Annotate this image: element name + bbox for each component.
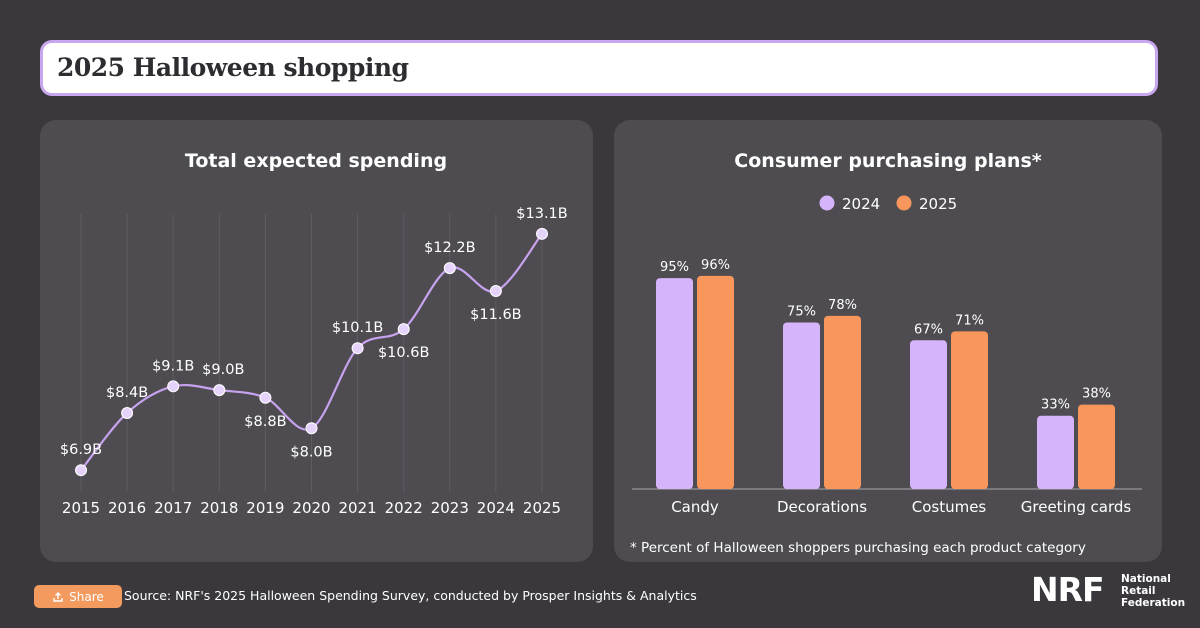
bar: [910, 340, 947, 489]
data-point: [443, 262, 456, 275]
spending-chart-panel: Total expected spending $6.9B 2015 $8.4B 201…: [40, 120, 593, 562]
share-icon: [53, 591, 63, 602]
category-label: Greeting cards: [1021, 498, 1132, 516]
bar-value-label: 33%: [1041, 398, 1070, 413]
data-point: [75, 464, 87, 477]
bar-value-label: 95%: [660, 260, 689, 275]
bar-value-label: 71%: [955, 313, 984, 328]
spending-line-chart: Total expected spending $6.9B 2015 $8.4B 201…: [60, 150, 568, 517]
logo-word: National: [1121, 573, 1171, 585]
legend-label: 2025: [919, 195, 957, 213]
data-label: $10.6B: [378, 345, 429, 361]
bar-value-label: 78%: [828, 298, 857, 313]
category-label: Candy: [671, 498, 719, 516]
data-point: [121, 407, 134, 419]
data-point: [536, 227, 548, 240]
bar-value-label: 75%: [787, 305, 816, 320]
data-point: [351, 342, 364, 355]
data-label: $11.6B: [470, 307, 521, 323]
x-tick-label: 2021: [339, 499, 377, 517]
bar-value-label: 96%: [701, 258, 730, 273]
share-label: Share: [69, 589, 104, 604]
data-label: $9.1B: [152, 358, 194, 374]
x-tick-label: 2018: [200, 499, 238, 517]
data-point: [397, 323, 410, 336]
x-tick-label: 2025: [523, 499, 561, 517]
legend-swatch: [896, 195, 912, 211]
title-bar: 2025 Halloween shopping: [40, 40, 1158, 96]
data-point: [489, 285, 502, 297]
data-point: [259, 391, 272, 404]
logo-word: Federation: [1121, 597, 1186, 609]
x-tick-label: 2020: [292, 499, 330, 517]
bar-value-label: 67%: [914, 322, 943, 337]
data-point: [305, 422, 318, 435]
bar: [1037, 415, 1074, 489]
purchasing-bar-chart: Consumer purchasing plans* 2024 2025 95% 96%…: [630, 150, 1142, 556]
bar: [783, 322, 820, 489]
chart-title: Consumer purchasing plans*: [734, 150, 1041, 172]
source-text: Source: NRF's 2025 Halloween Spending Su…: [124, 588, 697, 603]
bar: [951, 331, 988, 489]
x-tick-label: 2019: [246, 499, 284, 517]
category-label: Decorations: [777, 498, 867, 516]
nrf-logo: NRF National Retail Federation: [1031, 570, 1191, 620]
data-label: $8.8B: [244, 414, 286, 430]
category-label: Costumes: [912, 498, 987, 516]
x-tick-label: 2016: [108, 499, 146, 517]
legend-swatch: [819, 195, 835, 211]
footnote: * Percent of Halloween shoppers purchasi…: [630, 540, 1086, 556]
data-label: $13.1B: [516, 206, 567, 222]
x-tick-label: 2015: [62, 499, 100, 517]
bar: [656, 278, 693, 489]
data-label: $8.0B: [290, 444, 332, 460]
data-point: [213, 384, 226, 397]
data-label: $12.2B: [424, 240, 475, 256]
share-button[interactable]: Share: [34, 585, 122, 608]
data-label: $8.4B: [106, 385, 148, 401]
legend-label: 2024: [842, 195, 880, 213]
purchasing-chart-panel: Consumer purchasing plans* 2024 2025 95% 96%…: [614, 120, 1162, 562]
x-tick-label: 2017: [154, 499, 192, 517]
logo-mark: NRF: [1031, 570, 1105, 609]
data-label: $6.9B: [60, 442, 102, 458]
x-tick-label: 2024: [477, 499, 515, 517]
data-point: [167, 380, 180, 393]
chart-title: Total expected spending: [185, 150, 447, 172]
logo-word: Retail: [1121, 585, 1156, 597]
x-tick-label: 2022: [385, 499, 423, 517]
bar: [1078, 404, 1115, 489]
data-label: $9.0B: [202, 362, 244, 378]
bar-value-label: 38%: [1082, 387, 1111, 402]
logo-words: National Retail Federation: [1121, 573, 1185, 609]
bar: [824, 315, 861, 489]
bar: [697, 275, 734, 489]
page-title: 2025 Halloween shopping: [57, 53, 409, 82]
data-label: $10.1B: [332, 320, 383, 336]
x-tick-label: 2023: [431, 499, 469, 517]
